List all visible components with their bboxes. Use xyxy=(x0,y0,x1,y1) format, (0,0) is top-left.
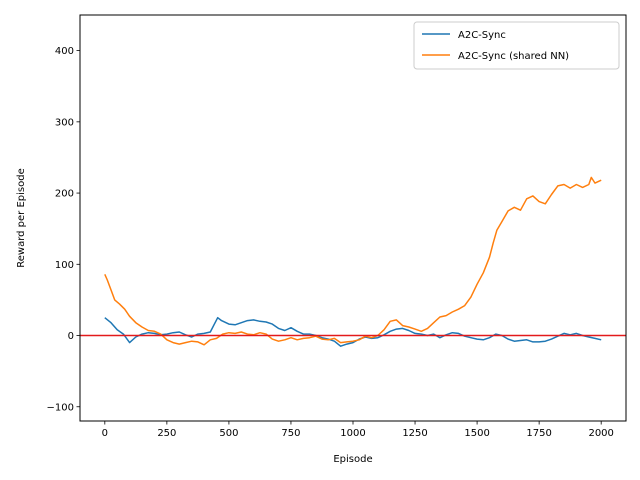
legend: A2C-Sync A2C-Sync (shared NN) xyxy=(413,21,620,70)
x-tick-label: 1250 xyxy=(402,428,427,439)
y-tick-label: −100 xyxy=(47,402,74,413)
x-tick-label: 750 xyxy=(281,428,300,439)
x-tick-label: 1500 xyxy=(464,428,489,439)
y-tick-label: 300 xyxy=(55,117,74,128)
x-tick-label: 250 xyxy=(157,428,176,439)
y-tick-label: 200 xyxy=(55,189,74,200)
x-tick-label: 1750 xyxy=(526,428,551,439)
x-tick-label: 0 xyxy=(102,428,108,439)
y-tick-label: 400 xyxy=(55,46,74,57)
legend-label: A2C-Sync (shared NN) xyxy=(458,51,569,62)
x-tick-label: 2000 xyxy=(588,428,613,439)
y-tick-label: 100 xyxy=(55,260,74,271)
legend-label: A2C-Sync xyxy=(458,30,506,41)
x-tick-label: 1000 xyxy=(340,428,365,439)
y-axis-label: Reward per Episode xyxy=(16,168,27,267)
x-axis-label: Episode xyxy=(333,454,372,465)
legend-box xyxy=(413,21,620,70)
x-axis-ticks: 0 250 500 750 1000 1250 1500 1750 2000 xyxy=(102,421,614,439)
x-tick-label: 500 xyxy=(219,428,238,439)
series-line-2 xyxy=(104,176,602,346)
y-axis-ticks: −100 0 100 200 300 400 xyxy=(47,46,80,413)
y-tick-label: 0 xyxy=(68,331,74,342)
